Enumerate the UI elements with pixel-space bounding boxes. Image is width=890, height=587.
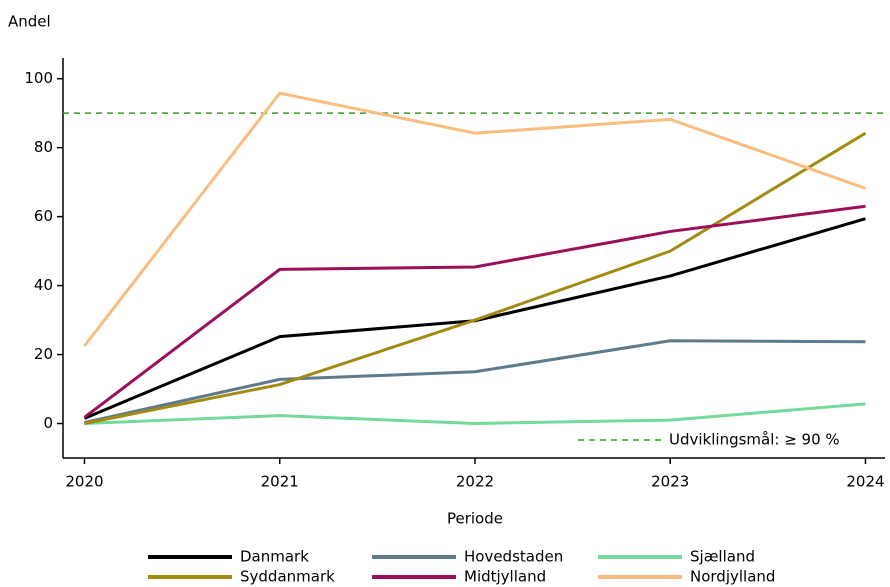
x-tick-label: 2021 [261, 473, 299, 491]
y-tick-label: 20 [34, 345, 53, 363]
legend-label: Sjælland [690, 548, 755, 566]
y-tick-label: 80 [34, 138, 53, 156]
legend-label: Syddanmark [240, 568, 335, 586]
y-tick-label: 100 [24, 69, 53, 87]
y-tick-label: 40 [34, 276, 53, 294]
legend-label: Midtjylland [464, 568, 546, 586]
x-tick-label: 2024 [846, 473, 884, 491]
x-axis-label: Periode [447, 510, 503, 528]
legend-label: Danmark [240, 548, 309, 566]
series-line [84, 339, 866, 424]
y-tick-label: 0 [43, 414, 53, 432]
reference-legend-label: Udviklingsmål: ≥ 90 % [669, 431, 840, 449]
series-line [83, 204, 866, 419]
y-tick-label: 60 [34, 207, 53, 225]
legend-label: Hovedstaden [464, 548, 563, 566]
legend-label: Nordjylland [690, 568, 775, 586]
y-axis-label: Andel [8, 13, 51, 31]
series-line [84, 131, 867, 425]
x-tick-label: 2020 [65, 473, 103, 491]
x-tick-label: 2022 [456, 473, 494, 491]
series-line [83, 91, 866, 347]
series-line [84, 402, 866, 426]
x-tick-label: 2023 [651, 473, 689, 491]
